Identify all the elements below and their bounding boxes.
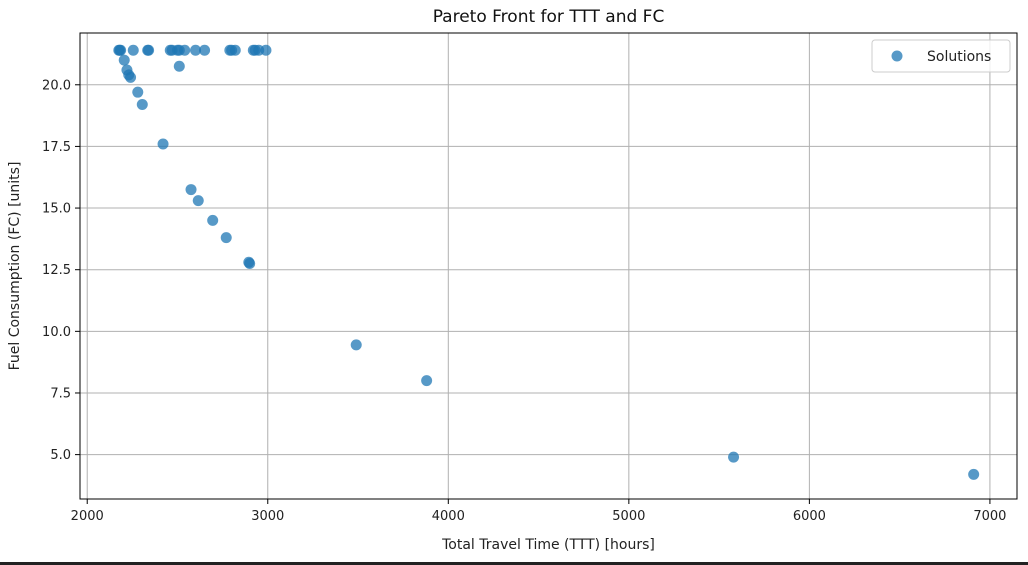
chart-title: Pareto Front for TTT and FC [433, 7, 665, 27]
x-tick-label: 5000 [612, 509, 645, 524]
data-point [350, 339, 362, 351]
data-point [192, 195, 204, 207]
data-point [136, 99, 148, 111]
legend-marker [891, 50, 903, 62]
data-point [728, 451, 740, 463]
x-axis-ticks: 2000 3000 4000 5000 6000 7000 [71, 499, 1006, 524]
data-point [125, 71, 137, 83]
data-point [185, 184, 197, 196]
y-tick-label: 7.5 [50, 386, 71, 401]
data-point [260, 44, 272, 56]
bottom-border [0, 562, 1028, 565]
y-tick-label: 17.5 [42, 140, 71, 155]
x-tick-label: 3000 [251, 509, 284, 524]
x-tick-label: 2000 [71, 509, 104, 524]
y-tick-label: 20.0 [42, 78, 71, 93]
data-point [220, 232, 232, 244]
data-point [132, 86, 144, 98]
data-points [113, 44, 980, 480]
data-point [115, 44, 127, 56]
data-point [143, 44, 155, 56]
x-tick-label: 4000 [432, 509, 465, 524]
x-tick-label: 6000 [793, 509, 826, 524]
legend: Solutions [871, 39, 1011, 73]
data-point [157, 138, 169, 150]
y-axis-label: Fuel Consumption (FC) [units] [7, 162, 23, 371]
x-tick-label: 7000 [973, 509, 1006, 524]
data-point [173, 60, 185, 72]
data-point [229, 44, 241, 56]
plot-area-frame [79, 32, 1018, 500]
data-point [421, 375, 433, 387]
y-tick-label: 10.0 [42, 325, 71, 340]
data-point [207, 214, 219, 226]
data-point [118, 54, 130, 66]
data-point [199, 44, 211, 56]
data-point [968, 468, 980, 480]
x-axis-label: Total Travel Time (TTT) [hours] [441, 537, 655, 553]
data-point [190, 44, 202, 56]
data-point [244, 258, 256, 270]
y-tick-label: 12.5 [42, 263, 71, 278]
grid-lines [80, 33, 1017, 499]
data-point [179, 44, 191, 56]
legend-label-solutions: Solutions [927, 49, 991, 65]
legend-box [871, 39, 1011, 73]
data-point [127, 44, 139, 56]
y-tick-label: 15.0 [42, 202, 71, 217]
y-axis-ticks: 5.0 7.5 10.0 12.5 15.0 17.5 20.0 [42, 78, 80, 463]
y-tick-label: 5.0 [50, 448, 71, 463]
